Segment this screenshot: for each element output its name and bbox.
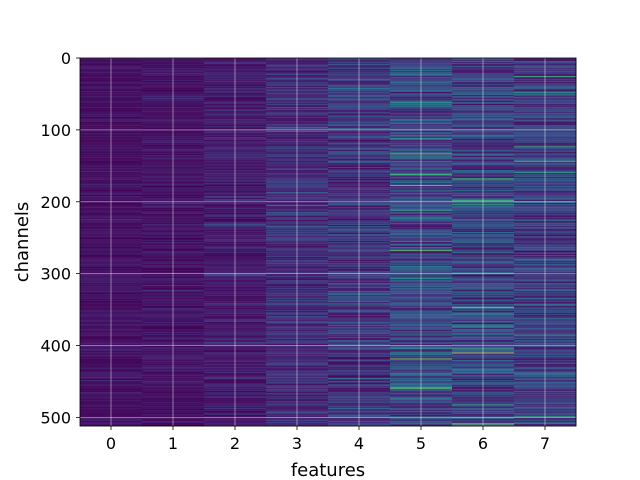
x-tick-label: 1 [168,434,178,453]
x-tick-label: 3 [292,434,302,453]
axes-frame [79,57,577,427]
plot-area [79,57,577,427]
y-tick-label: 100 [40,121,71,140]
x-tick-label: 0 [106,434,116,453]
y-tick-label: 0 [61,49,71,68]
x-axis-label: features [291,460,365,480]
y-tick-label: 500 [40,408,71,427]
x-tick-label: 6 [478,434,488,453]
y-axis-label: channels [12,202,33,283]
x-tick-label: 7 [540,434,550,453]
x-tick-label: 4 [354,434,364,453]
grid-lines [80,57,576,426]
heatmap-cells [80,58,577,427]
x-tick-label: 2 [230,434,240,453]
y-axis: 0 100 200 300 400 500 [40,49,80,427]
y-tick-label: 200 [40,193,71,212]
x-tick-label: 5 [416,434,426,453]
y-tick-label: 300 [40,265,71,284]
x-axis: 0 1 2 3 4 5 6 7 [106,426,550,453]
y-tick-label: 400 [40,337,71,356]
